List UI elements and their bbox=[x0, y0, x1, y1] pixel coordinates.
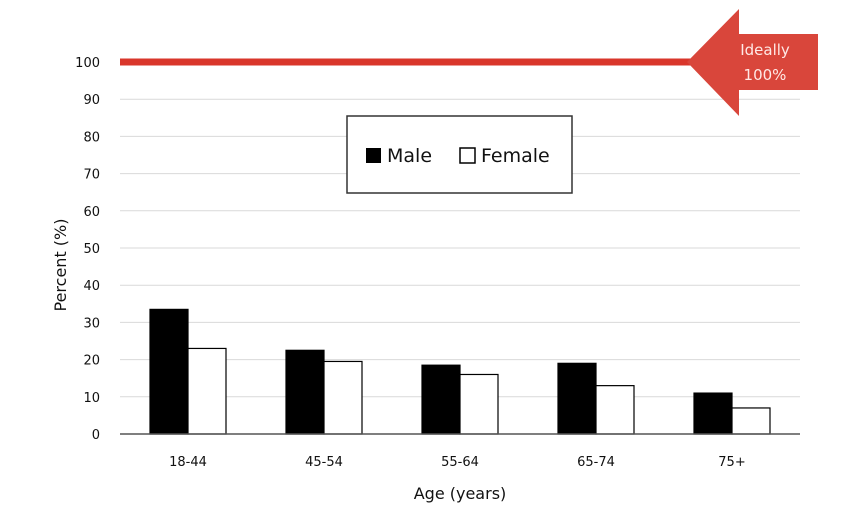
y-tick-label: 50 bbox=[83, 242, 100, 257]
y-tick-label: 90 bbox=[83, 93, 100, 108]
bar-female-18-44 bbox=[187, 347, 227, 435]
x-tick-label: 75+ bbox=[718, 455, 745, 470]
y-tick-label: 0 bbox=[92, 428, 100, 443]
x-tick-label: 65-74 bbox=[577, 455, 615, 470]
arrow-annotation bbox=[687, 9, 818, 116]
bar-male-55-64 bbox=[421, 364, 461, 435]
y-tick-labels: 0 10 20 30 40 50 60 70 80 90 100 bbox=[75, 56, 100, 443]
bar-male-75+ bbox=[693, 392, 733, 435]
bar-male-18-44 bbox=[149, 308, 189, 435]
x-tick-label: 18-44 bbox=[169, 455, 207, 470]
y-tick-label: 30 bbox=[83, 316, 100, 331]
y-axis-title: Percent (%) bbox=[51, 219, 70, 312]
x-tick-label: 55-64 bbox=[441, 455, 479, 470]
annotation-line-1: Ideally bbox=[740, 41, 790, 59]
x-tick-label: 45-54 bbox=[305, 455, 343, 470]
y-tick-label: 10 bbox=[83, 391, 100, 406]
y-tick-label: 80 bbox=[83, 130, 100, 145]
x-tick-labels: 18-44 45-54 55-64 65-74 75+ bbox=[169, 455, 746, 470]
bar-female-45-54 bbox=[323, 360, 363, 435]
bar-male-65-74 bbox=[557, 362, 597, 435]
gridlines bbox=[120, 61, 800, 398]
legend-swatch-female bbox=[459, 147, 476, 164]
annotation-line-2: 100% bbox=[744, 66, 787, 84]
y-tick-label: 100 bbox=[75, 56, 100, 71]
legend-label-male: Male bbox=[387, 145, 432, 167]
bars bbox=[149, 308, 771, 435]
y-tick-label: 60 bbox=[83, 205, 100, 220]
bar-female-65-74 bbox=[595, 385, 635, 435]
bar-female-55-64 bbox=[459, 373, 499, 435]
legend-swatch-male bbox=[366, 148, 381, 163]
y-tick-label: 40 bbox=[83, 279, 100, 294]
y-tick-label: 70 bbox=[83, 168, 100, 183]
x-axis-title: Age (years) bbox=[414, 484, 507, 503]
legend: Male Female bbox=[346, 115, 573, 194]
y-tick-label: 20 bbox=[83, 354, 100, 369]
legend-label-female: Female bbox=[481, 145, 550, 167]
bar-female-75+ bbox=[731, 407, 771, 435]
bar-male-45-54 bbox=[285, 349, 325, 435]
